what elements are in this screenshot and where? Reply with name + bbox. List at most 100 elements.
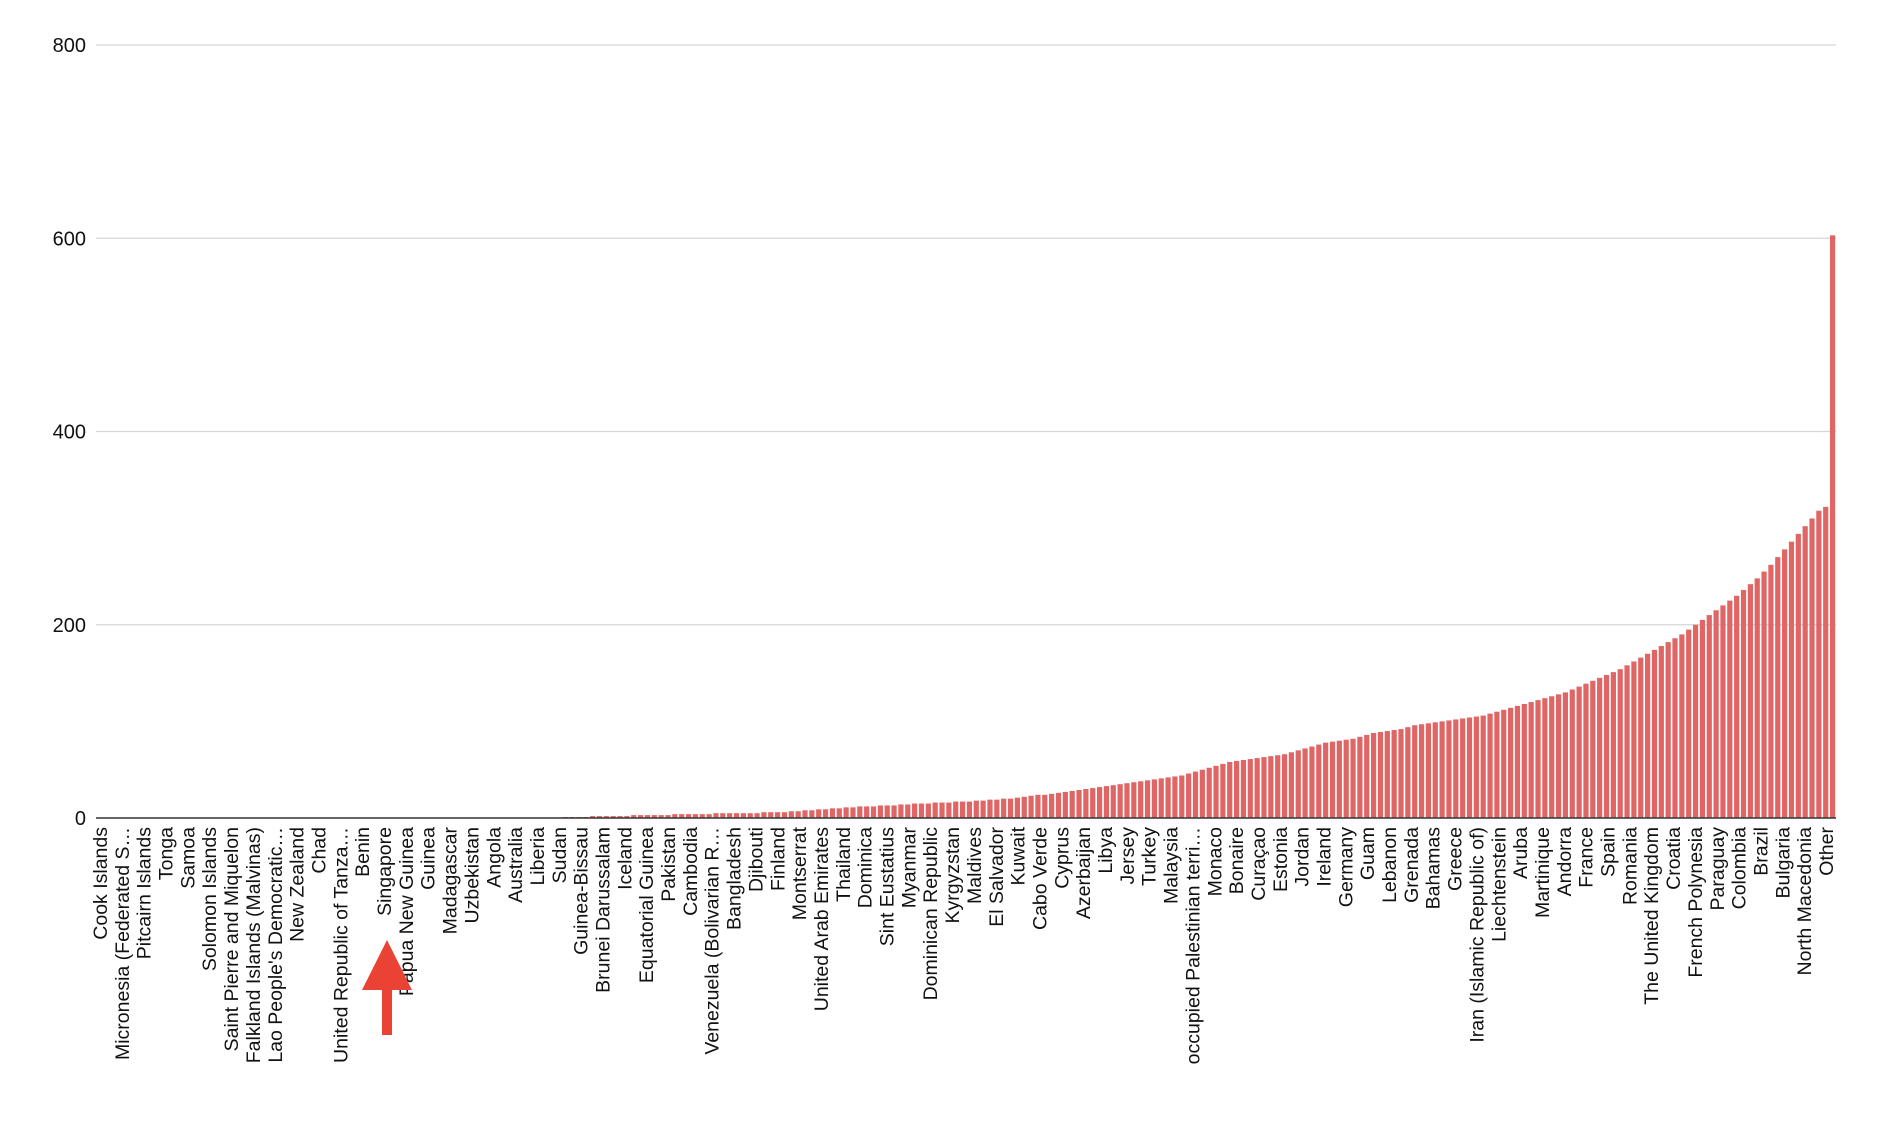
x-tick-label: Cambodia xyxy=(680,827,702,916)
bar xyxy=(624,816,630,818)
x-tick-label: Liechtenstein xyxy=(1488,827,1510,942)
bar xyxy=(1384,731,1390,818)
x-tick-label: Jordan xyxy=(1292,827,1314,887)
bar xyxy=(1343,739,1349,818)
bar xyxy=(1158,778,1164,818)
bar xyxy=(1713,610,1719,818)
bar xyxy=(1699,619,1706,818)
bar xyxy=(603,816,609,818)
bar xyxy=(1151,779,1157,818)
x-tick-label: Cook Islands xyxy=(90,827,112,940)
x-tick-label: Singapore xyxy=(374,827,396,916)
x-tick-label: Falkland Islands (Malvinas) xyxy=(243,827,265,1063)
bar xyxy=(1405,727,1411,818)
bar xyxy=(665,815,671,818)
bar xyxy=(1028,795,1034,818)
bar xyxy=(1487,713,1493,818)
x-tick-label: Guinea xyxy=(418,827,440,890)
bar xyxy=(638,815,644,818)
x-tick-label: Ireland xyxy=(1314,827,1336,887)
bar xyxy=(802,810,808,818)
bar xyxy=(987,799,993,818)
bar xyxy=(1179,775,1185,818)
bar xyxy=(1569,689,1575,818)
bar xyxy=(1055,792,1062,818)
x-tick-label: Maldives xyxy=(964,827,986,904)
bar xyxy=(727,813,733,818)
bar xyxy=(747,813,753,818)
x-tick-label: Myanmar xyxy=(898,827,920,909)
bar xyxy=(1782,549,1788,818)
bar xyxy=(1425,723,1432,818)
bar xyxy=(1603,675,1610,818)
x-tick-label: Lao People's Democratic… xyxy=(265,827,287,1063)
x-tick-label: Malaysia xyxy=(1161,827,1183,904)
bar xyxy=(966,801,973,818)
x-tick-label: United Arab Emirates xyxy=(811,827,833,1012)
bar xyxy=(644,815,651,818)
bar xyxy=(590,816,596,818)
x-tick-label: Azerbaijan xyxy=(1073,827,1095,919)
bar xyxy=(1542,698,1548,818)
bar xyxy=(898,804,904,818)
bar xyxy=(1788,541,1795,818)
bar xyxy=(1329,741,1336,818)
y-tick-label: 400 xyxy=(53,422,86,444)
x-tick-label: Brazil xyxy=(1751,827,1773,876)
x-tick-label: Pakistan xyxy=(658,827,680,902)
x-tick-label: Madagascar xyxy=(440,826,462,934)
x-tick-label: Kyrgyzstan xyxy=(942,827,964,923)
bar xyxy=(925,803,931,818)
bar xyxy=(1473,716,1479,818)
x-tick-label: Solomon Islands xyxy=(199,827,221,971)
x-tick-label: Andorra xyxy=(1554,827,1576,897)
x-tick-label: Iran (Islamic Republic of) xyxy=(1466,827,1488,1043)
bar xyxy=(980,800,986,818)
bar xyxy=(761,812,767,818)
bar xyxy=(1740,589,1747,818)
x-tick-label: New Zealand xyxy=(287,827,309,942)
bar xyxy=(1199,769,1205,818)
bar xyxy=(1001,798,1007,818)
bar xyxy=(1083,789,1089,818)
x-tick-label: Dominica xyxy=(855,827,877,908)
x-tick-label: Micronesia (Federated S… xyxy=(112,827,134,1060)
bar xyxy=(864,806,870,818)
bar xyxy=(1809,518,1815,818)
bar xyxy=(1514,705,1521,818)
bar xyxy=(1268,756,1274,818)
bar xyxy=(1062,791,1068,818)
bar xyxy=(1391,730,1397,818)
bar xyxy=(651,815,657,818)
bar xyxy=(1617,669,1623,818)
bar xyxy=(1090,788,1096,818)
bar xyxy=(768,812,774,818)
bars xyxy=(562,235,1836,819)
arrow-annotation xyxy=(362,940,412,1035)
bar xyxy=(610,816,616,818)
bar xyxy=(1192,771,1199,818)
bar xyxy=(1124,783,1130,818)
bar xyxy=(795,811,801,818)
x-tick-label: Jersey xyxy=(1117,827,1139,885)
bar xyxy=(1665,642,1671,818)
bar xyxy=(699,814,705,818)
bar xyxy=(1549,696,1555,818)
x-tick-label: Guam xyxy=(1357,827,1379,880)
bar xyxy=(939,802,945,818)
x-tick-label: Venezuela (Bolivarian R… xyxy=(702,827,724,1055)
bar xyxy=(1501,709,1507,818)
x-tick-label: El Salvador xyxy=(986,826,1008,926)
x-tick-label: United Republic of Tanza… xyxy=(330,827,352,1063)
bar xyxy=(1398,729,1404,818)
x-tick-label: Sudan xyxy=(549,827,571,883)
bar xyxy=(1117,784,1123,818)
bar xyxy=(1747,584,1753,818)
bar xyxy=(706,814,712,818)
bar xyxy=(1829,235,1836,819)
bar xyxy=(1761,571,1767,818)
bar xyxy=(679,814,685,818)
bar xyxy=(1555,694,1562,818)
bar xyxy=(1480,715,1486,818)
x-tick-label: Pitcairn Islands xyxy=(134,827,156,959)
